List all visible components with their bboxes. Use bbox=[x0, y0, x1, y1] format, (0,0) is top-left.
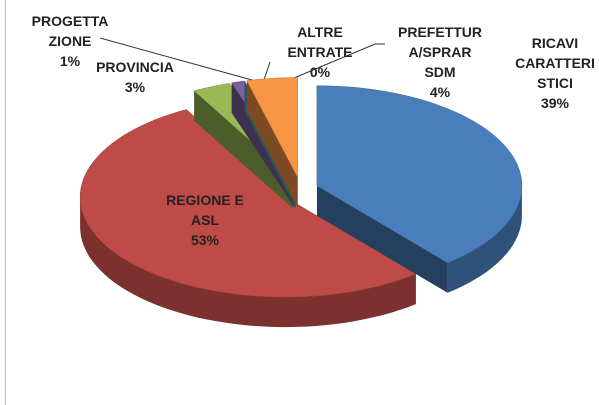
value-label: 1% bbox=[60, 53, 81, 69]
slice bbox=[316, 85, 523, 293]
value-label: 39% bbox=[541, 95, 570, 111]
slice-label: PROGETTA ZIONE bbox=[32, 13, 109, 49]
label-line: CARATTERI bbox=[515, 55, 595, 71]
label-line: ZIONE bbox=[49, 33, 92, 49]
slice-label: RICAVI CARATTERI STICI bbox=[515, 35, 595, 91]
label-line: PROVINCIA bbox=[96, 59, 174, 75]
slice-top bbox=[316, 85, 523, 264]
label-line: PREFETTUR bbox=[398, 24, 482, 40]
value-label: 0% bbox=[310, 64, 331, 80]
slice-top bbox=[79, 109, 417, 298]
slice-wall bbox=[246, 80, 298, 208]
slice-wall bbox=[194, 90, 293, 209]
label-line: PROGETTA bbox=[32, 13, 109, 29]
label-line: STICI bbox=[537, 75, 573, 91]
label-line: ENTRATE bbox=[287, 44, 352, 60]
value-label: 3% bbox=[125, 79, 146, 95]
slice-label: PREFETTUR A/SPRAR SDM bbox=[398, 24, 482, 80]
label-line: A/SPRAR bbox=[408, 44, 471, 60]
slice bbox=[246, 77, 298, 208]
slice-wall bbox=[316, 185, 448, 293]
leader-line bbox=[99, 37, 253, 81]
label-line: REGIONE E bbox=[166, 192, 244, 208]
leader-line bbox=[263, 61, 271, 81]
label-line: SDM bbox=[424, 64, 455, 80]
frame bbox=[5, 0, 6, 405]
slice-side bbox=[447, 185, 522, 293]
slice-top bbox=[246, 77, 298, 178]
slice-label: ALTRE ENTRATE bbox=[287, 24, 352, 60]
slice-label: PROVINCIA bbox=[96, 59, 174, 75]
leader-lines bbox=[99, 37, 385, 81]
label-line: ASL bbox=[191, 212, 219, 228]
label-line: ALTRE bbox=[297, 24, 343, 40]
value-label: 4% bbox=[430, 84, 451, 100]
slice-label: REGIONE E ASL bbox=[166, 192, 244, 228]
leader-line bbox=[293, 43, 385, 79]
label-line: RICAVI bbox=[532, 35, 578, 51]
value-label: 53% bbox=[191, 232, 220, 248]
slice bbox=[79, 109, 417, 328]
